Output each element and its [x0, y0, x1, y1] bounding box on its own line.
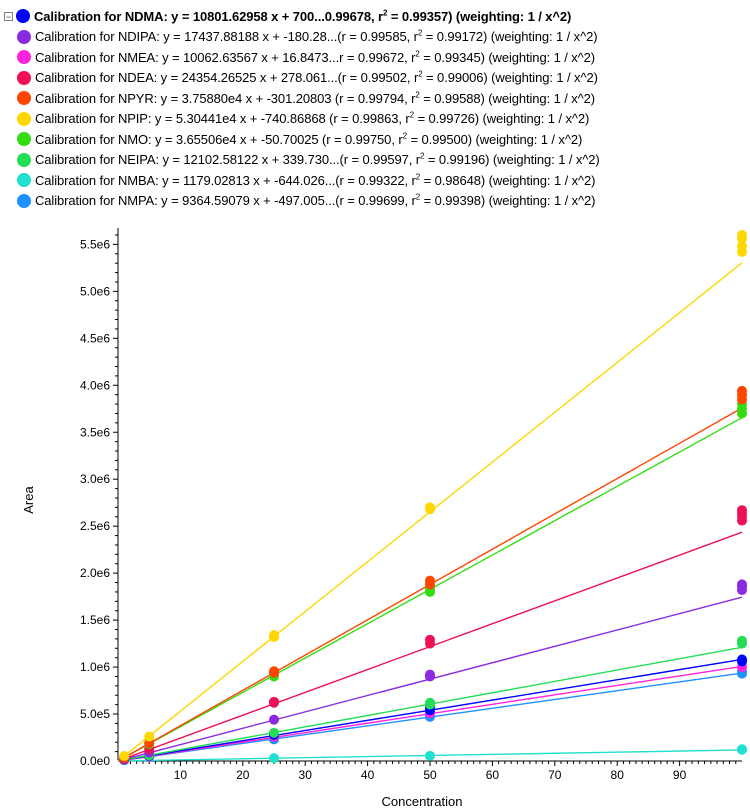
- data-point-ndma: [737, 654, 747, 665]
- y-tick-label: 1.0e6: [80, 660, 110, 674]
- legend-label: Calibration for NMBA: y = 1179.02813 x +…: [35, 172, 596, 188]
- data-point-npip: [144, 731, 155, 742]
- legend-item-ndea[interactable]: Calibration for NDEA: y = 24354.26525 x …: [4, 68, 746, 89]
- x-tick-label: 40: [361, 768, 375, 782]
- data-point-npyr: [425, 575, 435, 586]
- y-tick-label: 5.5e6: [80, 237, 110, 251]
- data-point-ndipa: [737, 579, 747, 590]
- y-tick-label: 3.5e6: [80, 425, 110, 439]
- legend-label: Calibration for NDEA: y = 24354.26525 x …: [35, 69, 598, 86]
- legend-marker-icon: [17, 111, 31, 126]
- data-point-nmba: [269, 753, 279, 764]
- legend-marker-icon: [17, 132, 31, 147]
- legend-label: Calibration for NDMA: y = 10801.62958 x …: [34, 8, 572, 24]
- legend-marker-icon: [16, 9, 30, 24]
- x-tick-label: 10: [174, 768, 188, 782]
- data-point-neipa: [425, 697, 435, 708]
- y-tick-label: 2.5e6: [80, 519, 110, 533]
- legend-item-nmpa[interactable]: Calibration for NMPA: y = 9364.59079 x +…: [4, 191, 746, 212]
- legend-marker-icon: [17, 91, 31, 106]
- x-tick-label: 80: [611, 768, 625, 782]
- x-tick-label: 90: [673, 768, 687, 782]
- data-point-ndea: [737, 505, 747, 516]
- legend-label: Calibration for NMEA: y = 10062.63567 x …: [35, 49, 596, 65]
- data-point-npyr: [269, 666, 279, 677]
- legend-label: Calibration for NPYR: y = 3.75880e4 x + …: [35, 90, 596, 106]
- legend-item-ndma[interactable]: − Calibration for NDMA: y = 10801.62958 x…: [4, 6, 746, 27]
- y-tick-label: 1.5e6: [80, 613, 110, 627]
- data-point-neipa: [737, 635, 747, 646]
- data-point-neipa: [269, 727, 279, 738]
- data-point-npip: [425, 502, 435, 513]
- data-point-nmba: [425, 750, 435, 761]
- legend-item-neipa[interactable]: Calibration for NEIPA: y = 12102.58122 x…: [4, 150, 746, 171]
- collapse-toggle-icon[interactable]: −: [4, 11, 13, 22]
- plot-area: 10 20 30 40 50 60 70 80 90 0.0e0 5.0e5 1.0e6 1.5e6 2.…: [80, 228, 747, 782]
- legend-label: Calibration for NMO: y = 3.65506e4 x + -…: [35, 131, 583, 147]
- legend-item-nmba[interactable]: Calibration for NMBA: y = 1179.02813 x +…: [4, 170, 746, 191]
- legend-label: Calibration for NDIPA: y = 17437.88188 x…: [35, 28, 598, 45]
- legend-marker-icon: [17, 193, 31, 208]
- legend-item-npyr[interactable]: Calibration for NPYR: y = 3.75880e4 x + …: [4, 88, 746, 109]
- data-point-ndea: [425, 634, 435, 645]
- data-point-npip: [737, 230, 747, 240]
- legend-marker-icon: [17, 50, 31, 65]
- legend-marker-icon: [17, 29, 31, 44]
- data-point-npyr: [737, 385, 747, 396]
- legend-item-ndipa[interactable]: Calibration for NDIPA: y = 17437.88188 x…: [4, 27, 746, 48]
- data-point-ndipa: [269, 714, 279, 725]
- legend-label: Calibration for NMPA: y = 9364.59079 x +…: [35, 192, 596, 209]
- data-point-npip: [119, 751, 130, 762]
- y-tick-label: 4.0e6: [80, 378, 110, 392]
- data-point-ndipa: [425, 669, 435, 680]
- x-tick-label: 30: [299, 768, 313, 782]
- y-tick-label: 2.0e6: [80, 566, 110, 580]
- y-tick-label: 0.0e0: [80, 754, 110, 768]
- y-tick-label: 3.0e6: [80, 472, 110, 486]
- y-tick-label: 4.5e6: [80, 331, 110, 345]
- legend-label: Calibration for NEIPA: y = 12102.58122 x…: [35, 151, 600, 168]
- chart-legend: − Calibration for NDMA: y = 10801.62958 x…: [4, 6, 746, 211]
- data-point-npip: [737, 241, 747, 252]
- legend-item-nmo[interactable]: Calibration for NMO: y = 3.65506e4 x + -…: [4, 129, 746, 150]
- x-axis-label: Concentration: [382, 794, 463, 809]
- legend-marker-icon: [17, 70, 31, 85]
- y-tick-label: 5.0e5: [80, 707, 110, 721]
- y-axis-label: Area: [21, 486, 36, 514]
- data-point-nmba: [737, 744, 747, 755]
- x-tick-label: 60: [486, 768, 500, 782]
- legend-marker-icon: [17, 173, 31, 188]
- data-point-npip: [269, 630, 279, 641]
- x-tick-label: 20: [236, 768, 250, 782]
- x-tick-label: 50: [423, 768, 437, 782]
- legend-marker-icon: [17, 152, 31, 167]
- data-point-ndea: [269, 696, 279, 707]
- legend-label: Calibration for NPIP: y = 5.30441e4 x + …: [35, 110, 590, 127]
- x-tick-label: 70: [548, 768, 562, 782]
- legend-item-nmea[interactable]: Calibration for NMEA: y = 10062.63567 x …: [4, 47, 746, 68]
- legend-item-npip[interactable]: Calibration for NPIP: y = 5.30441e4 x + …: [4, 109, 746, 130]
- y-tick-label: 5.0e6: [80, 284, 110, 298]
